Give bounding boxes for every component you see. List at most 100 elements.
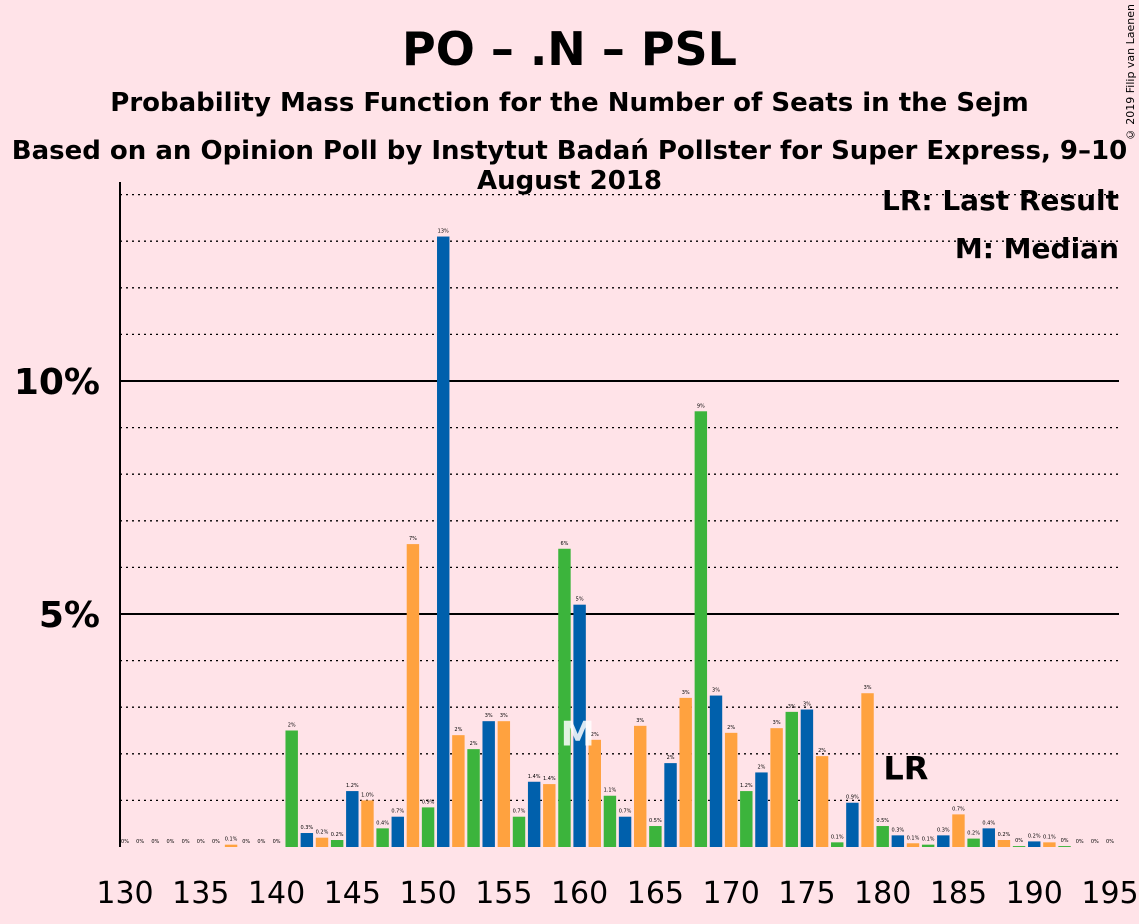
bar-value-label: 0.9% (846, 795, 859, 801)
bar (634, 725, 647, 847)
bar-value-label: 0.1% (907, 835, 920, 841)
x-tick-label: 165 (627, 876, 684, 911)
bar (679, 697, 692, 847)
bar-value-label: 3% (682, 690, 690, 696)
bar (558, 548, 571, 847)
bar (785, 711, 798, 847)
bar (361, 800, 374, 847)
x-tick-label: 180 (854, 876, 911, 911)
x-tick-label: 140 (248, 876, 305, 911)
last-result-marker: LR (883, 749, 928, 787)
bar-value-label: 0% (1091, 839, 1099, 845)
bar-value-label: 0.2% (967, 831, 980, 837)
bar-value-label: 2% (667, 755, 675, 761)
bar-value-label: 0.5% (876, 818, 889, 824)
bar (482, 721, 495, 847)
bar (346, 791, 359, 847)
x-tick-label: 195 (1081, 876, 1138, 911)
bar-value-label: 1.0% (361, 792, 374, 798)
bar (724, 732, 738, 847)
bar-value-label: 0.4% (982, 820, 995, 826)
bar (937, 835, 950, 847)
chart-source-line: Based on an Opinion Poll by Instytut Bad… (11, 136, 1128, 196)
bar (391, 816, 404, 847)
bar (800, 709, 814, 847)
x-tick-label: 160 (551, 876, 608, 911)
bar (527, 781, 541, 847)
y-tick-label: 5% (39, 595, 100, 636)
bar-value-label: 0% (273, 839, 281, 845)
bar-value-label: 0.2% (1028, 833, 1041, 839)
bar (1028, 841, 1041, 847)
bar (694, 411, 708, 847)
bar-value-label: 2% (818, 748, 826, 754)
bar (543, 784, 556, 847)
bar (421, 807, 435, 847)
bar-value-label: 3% (773, 720, 781, 726)
bar-value-label: 0.7% (619, 809, 632, 815)
bar-value-label: 0% (257, 839, 265, 845)
bar (891, 835, 905, 847)
bar-value-label: 5% (576, 597, 584, 603)
bar (831, 842, 844, 847)
bar-value-label: 0% (166, 839, 174, 845)
bar (573, 604, 586, 847)
bar (224, 844, 238, 847)
bar (467, 749, 480, 847)
bar-value-label: 6% (560, 541, 568, 547)
bar-value-label: 3% (803, 702, 811, 708)
y-tick-label: 10% (14, 362, 100, 403)
bar-value-label: 0.7% (952, 806, 965, 812)
bar-value-label: 0.3% (937, 827, 950, 833)
median-marker: M (561, 715, 595, 755)
bar (952, 814, 965, 847)
bar-value-label: 1.1% (604, 788, 617, 794)
bar (512, 816, 526, 847)
bar-value-label: 0% (136, 839, 144, 845)
bar (921, 844, 935, 847)
bar (1058, 846, 1071, 847)
bar (861, 693, 874, 847)
bar (815, 756, 829, 847)
bar-value-label: 0.4% (376, 820, 389, 826)
bar (997, 840, 1011, 847)
bar-value-label: 3% (636, 718, 644, 724)
bar-value-label: 3% (500, 713, 508, 719)
bar-value-label: 0.7% (391, 809, 404, 815)
bar-value-label: 7% (409, 536, 417, 542)
bar-value-label: 0% (242, 839, 250, 845)
bar-value-label: 2% (727, 725, 735, 731)
bar-value-label: 0% (1061, 838, 1069, 844)
x-tick-label: 170 (703, 876, 760, 911)
bar (770, 728, 783, 847)
bar-value-label: 2% (288, 723, 296, 729)
bar-value-label: 0% (197, 839, 205, 845)
x-tick-label: 135 (172, 876, 229, 911)
bar-value-label: 0% (212, 839, 220, 845)
bar-value-label: 3% (788, 704, 796, 710)
bar (603, 795, 617, 847)
bar (497, 721, 511, 847)
bar-value-label: 0.1% (831, 834, 844, 840)
bar-value-label: 2% (591, 732, 599, 738)
bar-value-label: 0.7% (513, 809, 526, 815)
bar-value-label: 13% (438, 229, 449, 235)
x-tick-label: 130 (96, 876, 153, 911)
bar (982, 828, 995, 847)
bar (1012, 846, 1026, 847)
bar (906, 843, 920, 847)
bar (300, 833, 314, 847)
bar-value-label: 3% (485, 713, 493, 719)
bar-value-label: 1.4% (543, 776, 556, 782)
bar-value-label: 0.9% (422, 799, 435, 805)
bar-value-label: 1.2% (346, 783, 359, 789)
chart-subtitle: Probability Mass Function for the Number… (110, 88, 1029, 118)
x-tick-label: 145 (324, 876, 381, 911)
bar-value-label: 0.1% (1043, 834, 1056, 840)
bar (437, 236, 450, 848)
bar (740, 791, 753, 847)
bar-value-label: 0.1% (922, 837, 935, 843)
bar (285, 730, 298, 847)
bar (1043, 842, 1056, 847)
bar (846, 802, 859, 847)
